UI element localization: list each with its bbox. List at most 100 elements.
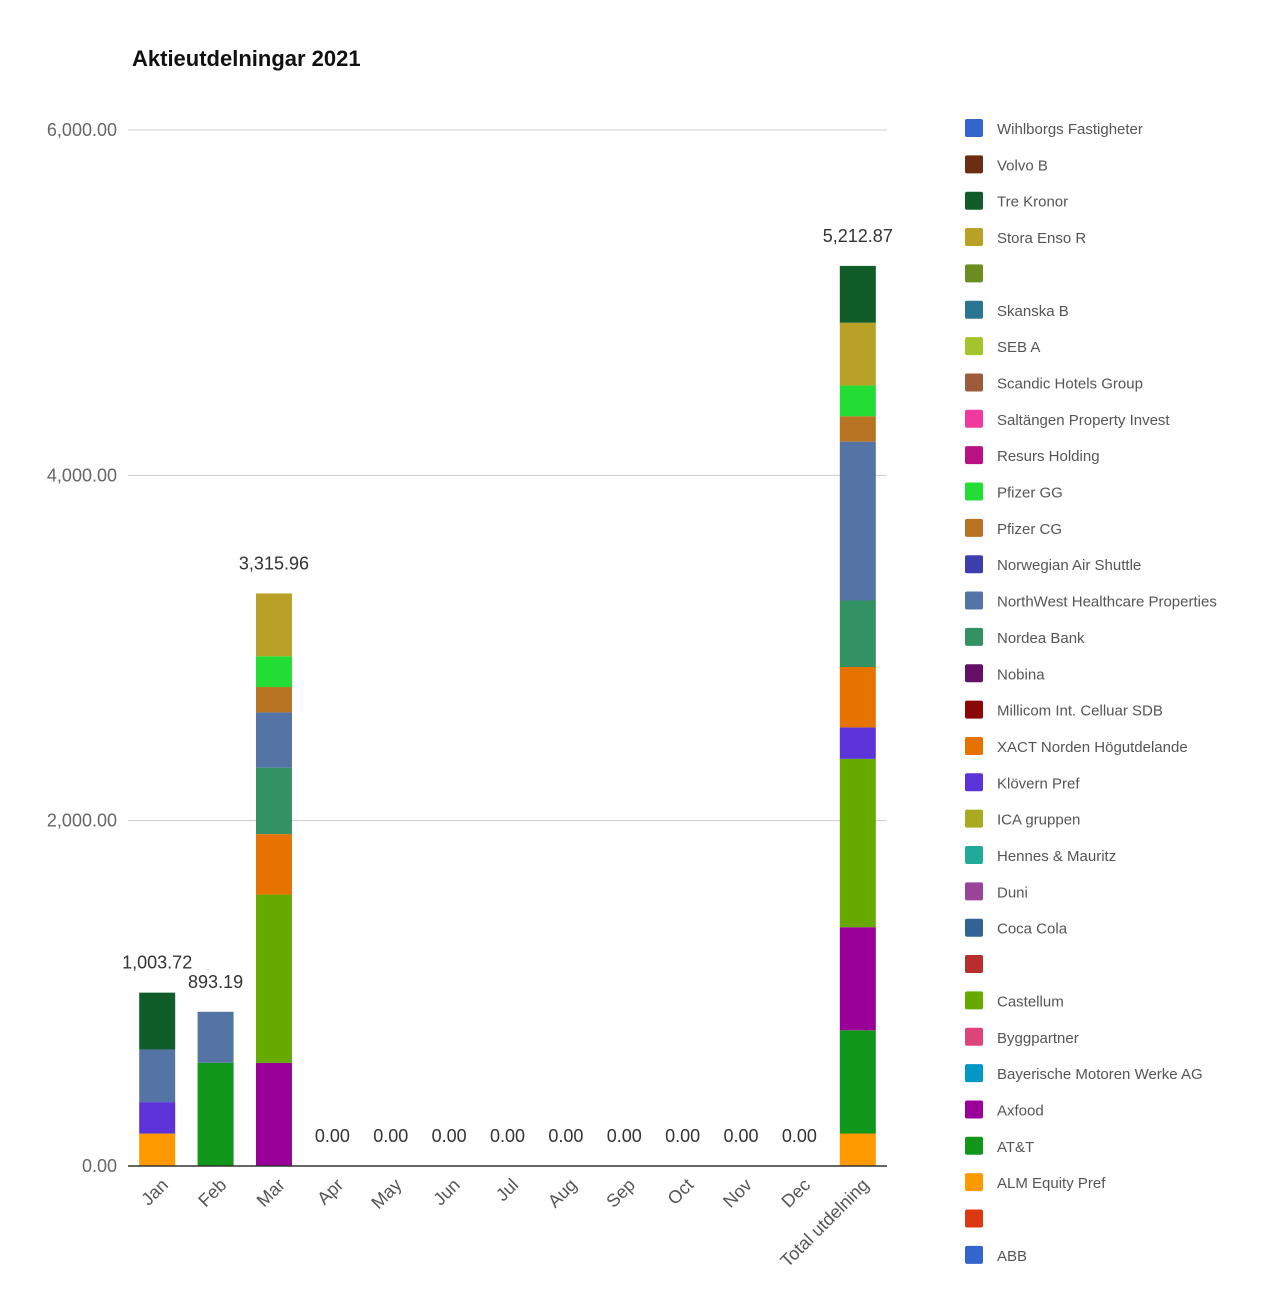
legend-swatch xyxy=(965,882,983,901)
legend-swatch xyxy=(965,1209,983,1228)
legend-swatch xyxy=(965,627,983,646)
bar-segment xyxy=(255,656,292,688)
bar-segment xyxy=(839,1133,876,1166)
legend-label: ICA gruppen xyxy=(997,812,1080,829)
legend-label: Saltängen Property Invest xyxy=(997,412,1170,429)
legend-label: Scandic Hotels Group xyxy=(997,375,1143,392)
y-tick-label: 6,000.00 xyxy=(47,120,117,140)
bars xyxy=(139,265,876,1166)
gridlines xyxy=(128,129,887,822)
legend-label: Wihlborgs Fastigheter xyxy=(997,121,1143,138)
bar-segment xyxy=(839,1030,876,1134)
legend-label: NorthWest Healthcare Properties xyxy=(997,594,1217,611)
legend-swatch xyxy=(965,373,983,392)
bar-segment xyxy=(255,687,292,713)
legend-swatch xyxy=(965,1064,983,1083)
bar-segment xyxy=(839,758,876,928)
bar-segment xyxy=(839,927,876,1031)
legend-swatch xyxy=(965,700,983,719)
legend-swatch xyxy=(965,155,983,174)
legend-label: Skanska B xyxy=(997,303,1069,320)
bar-segment xyxy=(839,322,876,386)
bar-segment xyxy=(255,834,292,895)
x-axis-ticks: Jan Feb Mar Apr May Jun Jul Aug Sep Oct Nov DecTota… xyxy=(137,1175,872,1271)
legend-swatch xyxy=(965,300,983,319)
x-tick-label: Nov xyxy=(719,1175,756,1212)
legend-swatch xyxy=(965,1136,983,1155)
legend-swatch xyxy=(965,555,983,574)
x-tick-label: Jun xyxy=(429,1175,464,1210)
bar-segment xyxy=(197,1062,234,1166)
bar-segment xyxy=(139,1133,176,1166)
bar-segment xyxy=(839,441,876,601)
data-label: 1,003.72 xyxy=(122,953,192,973)
legend-swatch xyxy=(965,518,983,537)
x-tick-label: Sep xyxy=(602,1175,639,1212)
legend-swatch xyxy=(965,228,983,247)
data-label: 893.19 xyxy=(188,972,243,992)
legend-label: Klövern Pref xyxy=(997,775,1080,792)
legend-swatch xyxy=(965,1027,983,1046)
bar-segment xyxy=(255,894,292,1063)
legend-swatch xyxy=(965,1173,983,1192)
bar-segment xyxy=(139,992,176,1050)
x-tick-label: Dec xyxy=(777,1175,814,1212)
data-label: 3,315.96 xyxy=(239,553,309,573)
bar-segment xyxy=(197,1011,234,1063)
legend-label: Axfood xyxy=(997,1102,1044,1119)
legend-label: Resurs Holding xyxy=(997,448,1100,465)
data-label: 0.00 xyxy=(665,1126,700,1146)
y-tick-label: 4,000.00 xyxy=(47,465,117,485)
bar-segment xyxy=(839,385,876,417)
x-tick-label: Jan xyxy=(137,1175,172,1210)
bar-segment xyxy=(255,593,292,657)
legend-swatch xyxy=(965,482,983,501)
legend-label: Bayerische Motoren Werke AG xyxy=(997,1066,1203,1083)
legend-swatch xyxy=(965,409,983,428)
legend-label: ABB xyxy=(997,1248,1027,1265)
legend-swatch xyxy=(965,337,983,356)
legend-swatch xyxy=(965,264,983,283)
data-label: 0.00 xyxy=(607,1126,642,1146)
x-tick-label: Aug xyxy=(544,1175,581,1212)
legend-label: Millicom Int. Celluar SDB xyxy=(997,703,1163,720)
legend-swatch xyxy=(965,591,983,610)
data-label: 0.00 xyxy=(782,1126,817,1146)
legend-swatch xyxy=(965,1245,983,1264)
bar-segment xyxy=(839,600,876,667)
legend-swatch xyxy=(965,191,983,210)
bar-segment xyxy=(255,1062,292,1166)
x-tick-label: Mar xyxy=(253,1175,289,1211)
legend-label: XACT Norden Högutdelande xyxy=(997,739,1188,756)
legend-label: Duni xyxy=(997,884,1028,901)
legend-label: Nordea Bank xyxy=(997,630,1085,647)
y-axis-ticks: 0.00 2,000.00 4,000.00 6,000.00 xyxy=(47,120,117,1176)
x-tick-label: Jul xyxy=(492,1175,522,1205)
data-label: 0.00 xyxy=(315,1126,350,1146)
legend-swatch xyxy=(965,736,983,755)
legend-swatch xyxy=(965,773,983,792)
legend-swatch xyxy=(965,955,983,974)
legend-swatch xyxy=(965,446,983,465)
bar-segment xyxy=(139,1049,176,1103)
legend: Wihlborgs Fastigheter Volvo B Tre Kronor St… xyxy=(965,119,1217,1265)
bar-segment xyxy=(839,727,876,759)
legend-swatch xyxy=(965,918,983,937)
legend-label: Norwegian Air Shuttle xyxy=(997,557,1141,574)
data-label: 0.00 xyxy=(373,1126,408,1146)
legend-label: Hennes & Mauritz xyxy=(997,848,1116,865)
bar-segment xyxy=(839,666,876,728)
data-label: 0.00 xyxy=(548,1126,583,1146)
legend-swatch xyxy=(965,991,983,1010)
x-tick-label: May xyxy=(367,1175,405,1213)
bar-segment xyxy=(839,265,876,323)
data-label: 0.00 xyxy=(432,1126,467,1146)
legend-label: SEB A xyxy=(997,339,1040,356)
legend-label: Nobina xyxy=(997,666,1045,683)
legend-label: Tre Kronor xyxy=(997,194,1068,211)
legend-label: Castellum xyxy=(997,993,1064,1010)
legend-label: ALM Equity Pref xyxy=(997,1175,1106,1192)
bar-segment xyxy=(839,416,876,442)
legend-label: Pfizer GG xyxy=(997,485,1063,502)
